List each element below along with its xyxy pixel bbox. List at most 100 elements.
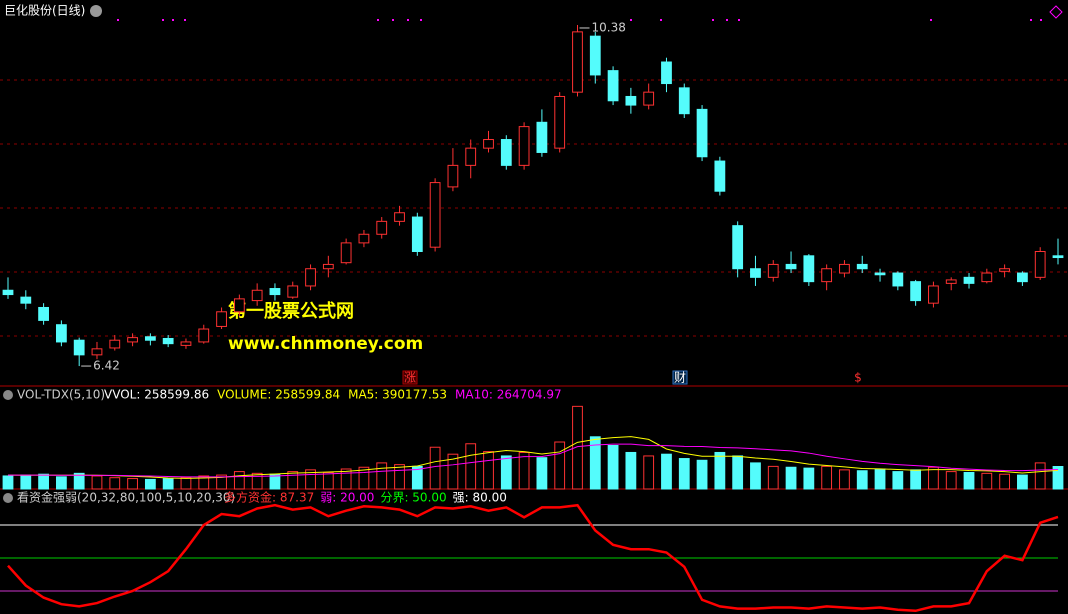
ma-line: [7, 436, 1059, 479]
candle-body: [55, 324, 67, 343]
candle-body: [109, 339, 121, 349]
candle-body: [269, 288, 281, 296]
candle-body: [483, 139, 494, 149]
header-item: MA10: 264704.97: [455, 388, 562, 402]
volume-bar: [928, 466, 939, 490]
watermark-url: www.chnmoney.com: [228, 334, 423, 354]
volume-bar: [38, 473, 49, 490]
volume-bar: [999, 473, 1011, 490]
volume-bar: [1034, 462, 1046, 490]
volume-bar: [144, 478, 156, 490]
header-item: VVOL: 258599.86: [104, 388, 209, 402]
candle-body: [198, 328, 210, 343]
candle-body: [589, 35, 601, 76]
panel-title: VOL-TDX(5,10): [17, 388, 105, 402]
volume-bar: [109, 477, 121, 490]
volume-bar: [73, 472, 85, 490]
volume-bar: [732, 455, 744, 490]
event-label[interactable]: 涨: [404, 370, 416, 385]
volume-bar: [287, 471, 299, 490]
volume-bar: [554, 441, 566, 490]
candle-body: [839, 263, 850, 274]
candle-body: [127, 337, 138, 343]
volume-bar: [180, 477, 192, 490]
volume-bar: [358, 466, 370, 490]
candle-body: [144, 336, 156, 341]
diamond-icon: [1049, 5, 1063, 19]
volume-bar: [536, 457, 548, 490]
header-item: 分界: 50.00: [380, 491, 446, 505]
volume-bar: [55, 476, 67, 490]
panel-button[interactable]: [3, 493, 13, 503]
candle-body: [38, 306, 49, 321]
candle-body: [803, 255, 815, 283]
candle-body: [750, 268, 761, 278]
volume-bar: [91, 475, 103, 490]
event-box: [672, 370, 688, 385]
menu-button[interactable]: [90, 5, 102, 17]
event-label[interactable]: $: [854, 371, 862, 385]
volume-bar: [963, 471, 975, 490]
event-box: [402, 370, 418, 385]
candle-body: [91, 348, 103, 356]
volume-bar: [661, 453, 672, 490]
volume-bar: [322, 471, 334, 490]
ma-line: [8, 443, 1059, 478]
indicator-line: [7, 503, 1059, 613]
candle-body: [305, 268, 316, 287]
volume-bar: [874, 468, 886, 490]
candle-body: [358, 233, 370, 244]
volume-bar: [678, 458, 690, 490]
candle-body: [821, 268, 833, 283]
volume-bar: [1017, 474, 1028, 490]
candle-body: [607, 70, 619, 102]
candle-body: [1052, 255, 1064, 259]
header-item: 弱: 20.00: [320, 491, 374, 505]
volume-bar: [1052, 466, 1064, 490]
price-grid: [0, 79, 1068, 337]
candle-body: [910, 281, 922, 302]
volume-bar: [607, 445, 619, 490]
candle-body: [945, 279, 957, 284]
volume-bar: [572, 405, 583, 490]
volume-bar: [750, 462, 761, 490]
volume-bar: [500, 455, 512, 490]
candle-body: [429, 182, 441, 248]
volume-bar: [20, 474, 32, 490]
candle-body: [73, 339, 85, 356]
candle-body: [376, 220, 388, 235]
candle-body: [447, 164, 459, 188]
header-item: MA5: 390177.53: [348, 388, 447, 402]
volume-bar: [589, 436, 601, 490]
signal-dots: [117, 19, 1042, 21]
candle-body: [767, 263, 779, 278]
volume-bar: [696, 459, 708, 490]
candle-body: [162, 337, 174, 345]
candle-body: [1034, 250, 1046, 278]
volume-bar: [483, 451, 494, 490]
candle-body: [999, 268, 1011, 272]
volume-bar: [340, 468, 352, 490]
volume-bar: [981, 472, 993, 490]
volume-bar: [945, 471, 957, 490]
candle-body: [180, 341, 192, 346]
panel-title: 看资金强弱(20,32,80,100,5,10,20,30): [17, 490, 235, 505]
candle-body: [411, 216, 423, 252]
volume-bar: [465, 443, 477, 490]
event-label[interactable]: 财: [674, 371, 686, 385]
volume-bar: [376, 462, 388, 490]
candle-body: [625, 95, 637, 106]
candle-body: [287, 285, 299, 298]
volume-bar: [892, 471, 904, 490]
candle-body: [643, 91, 655, 106]
volume-bar: [429, 446, 441, 490]
candle-body: [340, 242, 352, 264]
volume-bar: [233, 471, 245, 490]
volume-bar: [856, 470, 868, 490]
candle-body: [251, 289, 263, 302]
candle-body: [678, 87, 690, 115]
candle-body: [518, 126, 530, 166]
high-label: 10.38: [591, 20, 625, 34]
panel-button[interactable]: [3, 390, 13, 400]
